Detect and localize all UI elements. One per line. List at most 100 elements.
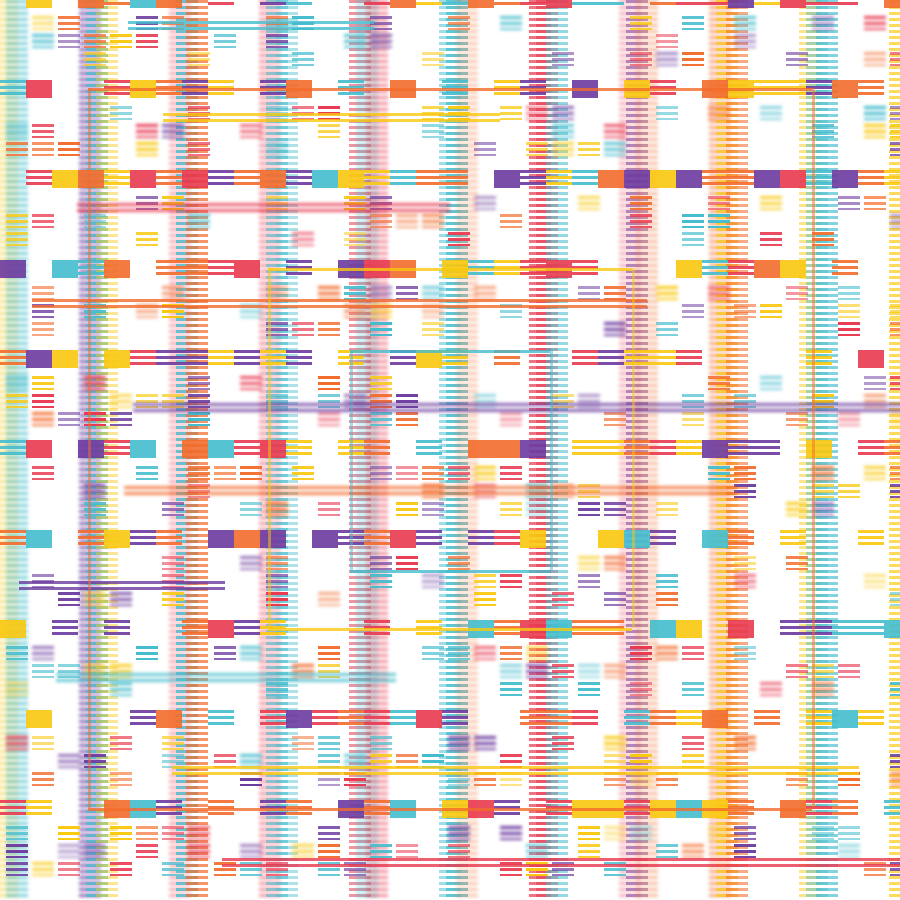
band-cell	[156, 350, 182, 368]
dash-block	[32, 646, 54, 660]
band-cell	[884, 440, 900, 458]
band-cell	[572, 170, 598, 188]
dash-block	[682, 682, 704, 696]
dash-block	[578, 682, 600, 696]
band-cell	[312, 530, 338, 548]
band-cell	[520, 440, 546, 458]
dash-block	[448, 736, 470, 750]
dash-block	[110, 412, 132, 426]
band-cell	[806, 620, 832, 638]
band-cell	[728, 440, 754, 458]
dash-block	[552, 52, 574, 66]
band-cell	[572, 350, 598, 368]
band-cell	[390, 170, 416, 188]
band-cell	[208, 530, 234, 548]
dash-block	[110, 736, 132, 750]
band-cell	[130, 530, 156, 548]
band-cell	[494, 440, 520, 458]
dash-block	[734, 574, 756, 588]
band-cell	[156, 0, 182, 8]
dash-block	[110, 592, 132, 606]
band-cell	[0, 260, 26, 278]
dash-block	[32, 394, 54, 408]
dash-block	[370, 412, 392, 426]
band-cell	[312, 710, 338, 728]
dash-block	[110, 772, 132, 786]
dash-block	[214, 754, 236, 768]
dash-block	[370, 286, 392, 300]
band-cell	[416, 530, 442, 548]
band-cell	[416, 440, 442, 458]
dash-block	[370, 754, 392, 768]
band-cell	[442, 170, 468, 188]
dash-block	[292, 844, 314, 858]
frame-edge	[88, 88, 91, 808]
dash-column	[446, 0, 468, 900]
band-cell	[26, 440, 52, 458]
dash-block	[396, 466, 418, 480]
dash-block	[162, 862, 184, 876]
band-cell	[650, 0, 676, 8]
dash-block	[526, 142, 548, 156]
band-cell	[806, 170, 832, 188]
dash-block	[604, 754, 626, 768]
band-cell	[754, 710, 780, 728]
band-cell	[208, 0, 234, 8]
dash-block	[136, 826, 158, 840]
dash-block	[890, 862, 900, 876]
band-cell	[156, 710, 182, 728]
band-cell	[260, 530, 286, 548]
long-stripe	[163, 113, 500, 123]
dash-block	[604, 592, 626, 606]
dash-block	[864, 124, 886, 138]
band-cell	[858, 710, 884, 728]
dash-block	[318, 592, 340, 606]
band-cell	[208, 710, 234, 728]
long-stripe	[19, 581, 225, 591]
band-cell	[0, 800, 26, 818]
dash-block	[32, 772, 54, 786]
dash-block	[370, 214, 392, 228]
band-cell	[754, 440, 780, 458]
band-cell	[832, 800, 858, 818]
frame-edge	[268, 268, 632, 271]
dash-block	[396, 214, 418, 228]
band-cell	[494, 0, 520, 8]
band-cell	[520, 710, 546, 728]
band-cell	[884, 170, 900, 188]
dash-block	[864, 106, 886, 120]
dash-block	[188, 412, 210, 426]
band-cell	[780, 620, 806, 638]
dash-block	[708, 286, 730, 300]
dash-block	[526, 502, 548, 516]
band-cell	[806, 350, 832, 368]
band-cell	[702, 170, 728, 188]
dash-block	[578, 664, 600, 678]
dash-block	[630, 682, 652, 696]
band-cell	[26, 80, 52, 98]
band-cell	[0, 530, 26, 548]
dash-block	[526, 106, 548, 120]
dash-block	[32, 862, 54, 876]
dash-block	[682, 16, 704, 30]
dash-block	[6, 376, 28, 390]
dash-block	[448, 466, 470, 480]
band-cell	[364, 710, 390, 728]
dash-block	[890, 412, 900, 426]
band-cell	[884, 620, 900, 638]
band-cell	[234, 620, 260, 638]
dash-block	[448, 232, 470, 246]
dash-block	[162, 826, 184, 840]
band-cell	[286, 0, 312, 8]
dash-block	[188, 142, 210, 156]
band-cell	[234, 440, 260, 458]
dash-block	[682, 232, 704, 246]
dash-block	[58, 754, 80, 768]
dash-block	[630, 52, 652, 66]
band-cell	[728, 170, 754, 188]
dash-block	[838, 304, 860, 318]
dash-block	[240, 754, 262, 768]
band-cell	[312, 170, 338, 188]
dash-block	[188, 466, 210, 480]
